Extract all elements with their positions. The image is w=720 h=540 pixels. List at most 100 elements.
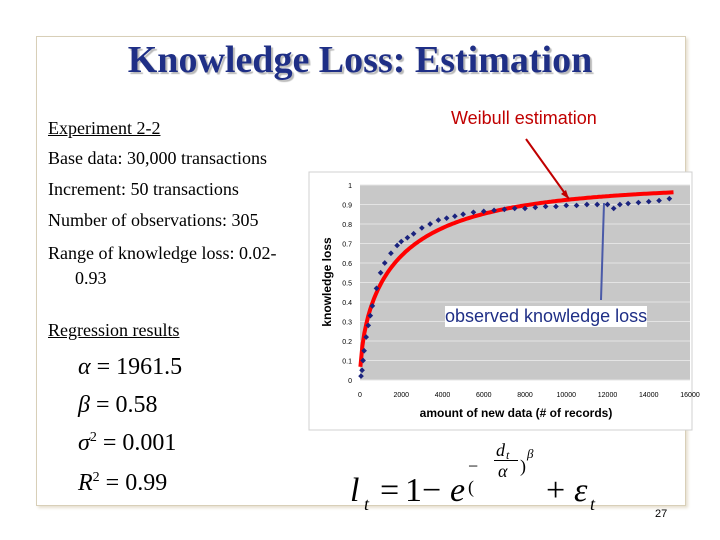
observed-pointer-line xyxy=(600,202,605,301)
observed-point xyxy=(452,213,458,220)
observed-point xyxy=(435,217,442,223)
alpha-result: α = 1961.5 xyxy=(78,354,183,380)
observed-points xyxy=(358,195,673,379)
sigma-value: 0.001 xyxy=(122,430,177,456)
formula-lhs-sub: t xyxy=(364,494,370,514)
sigma-symbol: σ xyxy=(78,430,90,456)
regression-label: Regression results xyxy=(48,320,180,340)
increment-text: Increment: 50 transactions xyxy=(48,179,239,199)
observed-point xyxy=(645,198,652,205)
y-tick-label: 0.8 xyxy=(342,222,352,229)
r2-exponent: 2 xyxy=(92,470,100,485)
observed-point xyxy=(394,242,400,249)
observed-point xyxy=(666,195,673,202)
observed-point xyxy=(656,197,662,204)
observed-point xyxy=(470,209,477,216)
formula-e: e xyxy=(450,472,466,509)
observed-point xyxy=(522,205,528,212)
sigma-result: σ2 = 0.001 xyxy=(78,430,177,456)
observed-point xyxy=(419,225,425,231)
y-tick-label: 0.6 xyxy=(342,261,352,268)
y-tick-label: 0.7 xyxy=(342,242,352,249)
x-tick-label: 2000 xyxy=(393,392,409,399)
y-tick-label: 0.9 xyxy=(342,203,352,210)
formula-plus: + xyxy=(546,472,566,509)
x-tick-label: 0 xyxy=(358,392,362,399)
observed-point xyxy=(480,208,487,215)
formula-beta: β xyxy=(527,446,534,461)
observed-point xyxy=(404,234,411,241)
observed-point xyxy=(369,303,376,309)
page-number: 27 xyxy=(655,508,668,520)
observed-point xyxy=(501,206,508,213)
x-tick-label: 10000 xyxy=(557,392,577,399)
observed-point xyxy=(625,200,631,207)
observed-point xyxy=(443,215,450,221)
formula-eps: ε xyxy=(574,472,588,509)
r2-value: 0.99 xyxy=(125,470,168,496)
formula-alpha: α xyxy=(498,461,508,481)
observed-point xyxy=(610,205,617,212)
observed-point xyxy=(358,373,364,379)
observed-point xyxy=(381,260,388,266)
y-tick-label: 0 xyxy=(348,378,352,385)
x-tick-label: 14000 xyxy=(639,392,659,399)
observed-point xyxy=(363,334,370,340)
weibull-pointer-line xyxy=(525,138,570,200)
formula-d-sub: t xyxy=(506,448,510,462)
r-symbol: R xyxy=(78,470,93,496)
x-tick-labels: 0 2000 4000 6000 8000 10000 12000 14000 16000 xyxy=(358,392,700,399)
observed-point xyxy=(635,199,642,206)
range-text-line1: Range of knowledge loss: 0.02- xyxy=(48,243,277,263)
observed-point xyxy=(377,269,384,276)
observed-point xyxy=(388,250,394,257)
observed-point xyxy=(542,203,549,210)
y-tick-label: 1 xyxy=(348,183,352,190)
x-tick-label: 12000 xyxy=(598,392,618,399)
alpha-symbol: α xyxy=(78,354,91,380)
observed-point xyxy=(359,367,365,374)
x-tick-label: 6000 xyxy=(476,392,492,399)
observed-point xyxy=(410,230,417,237)
x-tick-label: 16000 xyxy=(680,392,700,399)
beta-symbol: β xyxy=(78,392,90,418)
observed-point xyxy=(553,203,559,210)
slide-title: Knowledge Loss: Estimation xyxy=(127,39,593,81)
x-tick-label: 4000 xyxy=(435,392,451,399)
formula-lhs: l xyxy=(350,472,360,509)
r2-result: R2 = 0.99 xyxy=(78,470,168,496)
beta-result: β = 0.58 xyxy=(78,392,158,418)
observed-point xyxy=(491,207,497,214)
y-tick-label: 0.1 xyxy=(342,359,352,366)
y-tick-label: 0.4 xyxy=(342,300,352,307)
observed-point xyxy=(360,357,366,364)
observed-point xyxy=(365,322,372,329)
formula-exp-open: −( xyxy=(468,456,479,497)
observed-point xyxy=(617,201,623,208)
beta-value: 0.58 xyxy=(115,392,158,418)
y-tick-label: 0.5 xyxy=(342,281,352,288)
observed-point xyxy=(563,202,570,209)
x-tick-label: 8000 xyxy=(517,392,533,399)
observed-point xyxy=(361,347,367,354)
formula-one: 1 xyxy=(405,472,422,509)
observed-point xyxy=(460,211,466,218)
weibull-fit-line xyxy=(358,190,674,367)
observed-point xyxy=(594,201,601,208)
formula-eps-sub: t xyxy=(590,494,596,514)
weibull-annotation: Weibull estimation xyxy=(451,108,597,128)
range-text-line2: 0.93 xyxy=(75,268,107,288)
formula-exp-close: ) xyxy=(520,456,526,476)
y-tick-label: 0.2 xyxy=(342,339,352,346)
base-data-text: Base data: 30,000 transactions xyxy=(48,148,267,168)
experiment-label: Experiment 2-2 xyxy=(48,118,161,138)
formula-fraction-bar xyxy=(494,460,518,461)
observed-point xyxy=(532,204,539,211)
observed-point xyxy=(604,201,611,208)
formula-d: d xyxy=(496,440,505,460)
y-axis-label: knowledge loss xyxy=(320,237,334,327)
observed-point xyxy=(398,238,405,245)
alpha-value: 1961.5 xyxy=(116,354,183,380)
formula-minus: − xyxy=(422,472,442,509)
